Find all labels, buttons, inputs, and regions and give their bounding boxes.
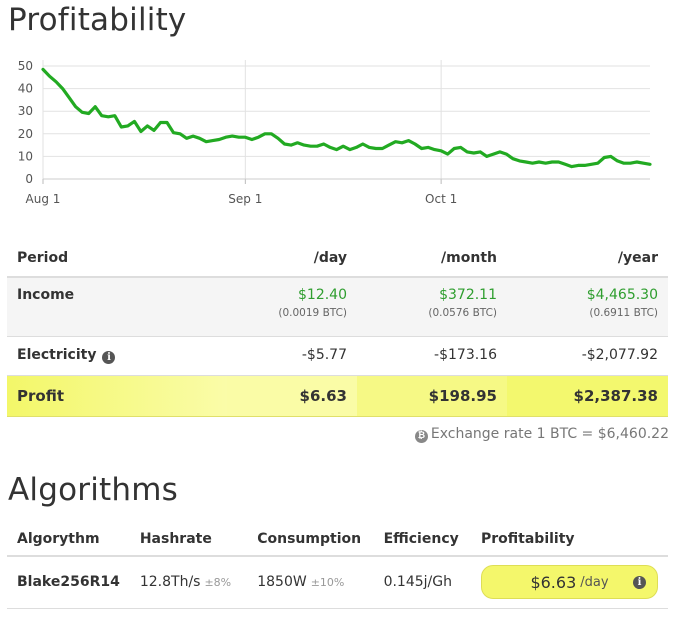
income-label: Income bbox=[7, 277, 227, 337]
exchange-rate: ₿ Exchange rate 1 BTC = $6,460.22 bbox=[414, 426, 669, 443]
table-row: Blake256R14 12.8Th/s ±8% 1850W ±10% 0.145j… bbox=[7, 556, 668, 609]
x-tick-label: Sep 1 bbox=[228, 192, 262, 206]
header-month: /month bbox=[357, 240, 507, 278]
y-tick-label: 20 bbox=[18, 127, 33, 141]
header-year: /year bbox=[507, 240, 668, 278]
header-period: Period bbox=[7, 240, 227, 278]
consumption-value: 1850W bbox=[257, 574, 307, 591]
income-month-btc: (0.0576 BTC) bbox=[428, 307, 497, 319]
info-icon[interactable]: i bbox=[102, 350, 116, 364]
income-day: $12.40 bbox=[298, 287, 347, 303]
income-year-btc: (0.6911 BTC) bbox=[589, 307, 658, 319]
header-consumption: Consumption bbox=[247, 522, 374, 557]
consumption-tolerance: ±10% bbox=[310, 576, 345, 590]
algorithms-table: Algorythm Hashrate Consumption Efficienc… bbox=[7, 522, 668, 609]
series-line bbox=[41, 67, 652, 169]
y-tick-label: 0 bbox=[25, 172, 33, 186]
profitability-table: Period /day /month /year Income $12.40 (… bbox=[7, 240, 668, 417]
electricity-row: Electricity i -$5.77 -$173.16 -$2,077.92 bbox=[7, 336, 668, 376]
header-efficiency: Efficiency bbox=[373, 522, 471, 557]
profit-year: $2,387.38 bbox=[507, 374, 668, 417]
header-algorythm: Algorythm bbox=[7, 522, 130, 557]
income-row: Income $12.40 (0.0019 BTC) $372.11 (0.05… bbox=[7, 277, 668, 337]
profitability-chart: 0 10 20 30 40 50 Aug 1 Sep 1 Oct 1 bbox=[18, 59, 652, 206]
profitability-badge: $6.63/day i bbox=[481, 565, 658, 600]
header-profitability: Profitability bbox=[471, 522, 668, 557]
header-day: /day bbox=[227, 240, 357, 278]
profit-label: Profit bbox=[7, 374, 227, 417]
electricity-label: Electricity bbox=[17, 346, 97, 363]
electricity-year: -$2,077.92 bbox=[507, 336, 668, 376]
profit-month: $198.95 bbox=[357, 374, 507, 417]
bitcoin-icon: ₿ bbox=[414, 430, 428, 443]
algorithms-header-row: Algorythm Hashrate Consumption Efficienc… bbox=[7, 522, 668, 557]
y-tick-label: 40 bbox=[18, 82, 33, 96]
x-tick-label: Oct 1 bbox=[425, 192, 457, 206]
profit-day: $6.63 bbox=[227, 374, 357, 417]
electricity-month: -$173.16 bbox=[357, 336, 507, 376]
y-tick-label: 30 bbox=[18, 104, 33, 118]
hashrate-tolerance: ±8% bbox=[204, 576, 232, 590]
electricity-day: -$5.77 bbox=[227, 336, 357, 376]
income-day-btc: (0.0019 BTC) bbox=[278, 307, 347, 319]
exchange-rate-text: Exchange rate 1 BTC = $6,460.22 bbox=[430, 426, 669, 442]
income-month: $372.11 bbox=[439, 287, 497, 303]
profit-row: Profit $6.63 $198.95 $2,387.38 bbox=[7, 374, 668, 417]
algorithm-name: Blake256R14 bbox=[7, 556, 130, 609]
y-tick-label: 50 bbox=[18, 59, 33, 73]
x-tick-label: Aug 1 bbox=[26, 192, 61, 206]
efficiency-value: 0.145j/Gh bbox=[373, 556, 471, 609]
y-tick-label: 10 bbox=[18, 149, 33, 163]
income-year: $4,465.30 bbox=[586, 287, 658, 303]
header-hashrate: Hashrate bbox=[129, 522, 248, 557]
table-header-row: Period /day /month /year bbox=[7, 240, 668, 278]
profitability-unit: /day bbox=[580, 574, 609, 590]
profitability-title: Profitability bbox=[8, 2, 187, 38]
algorithms-title: Algorithms bbox=[8, 472, 178, 508]
info-icon[interactable]: i bbox=[633, 576, 646, 590]
profitability-value: $6.63 bbox=[530, 572, 577, 592]
hashrate-value: 12.8Th/s bbox=[139, 574, 201, 591]
